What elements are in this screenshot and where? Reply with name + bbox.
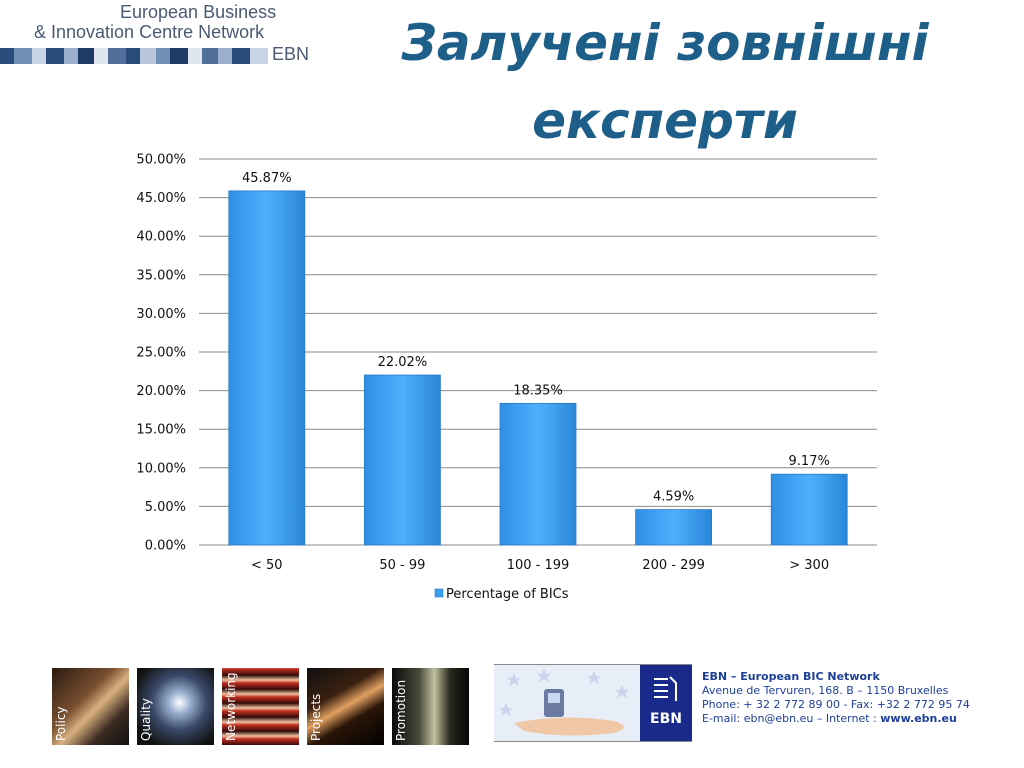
bar [499, 402, 577, 546]
banner-graphic [494, 665, 692, 741]
bar-chart: 0.00% 5.00% 10.00% 15.00% 20.00% 25.00% 30.00%… [136, 153, 877, 602]
ebn-banner: EBN [494, 664, 692, 742]
x-tick-label: 200 - 299 [642, 558, 705, 573]
y-tick-label: 35.00% [136, 268, 186, 283]
tile-projects: Projects [307, 668, 384, 745]
bar [770, 473, 848, 546]
tile-networking: Networking [222, 668, 299, 745]
tile-label: Networking [224, 672, 238, 741]
y-tick-label: 40.00% [136, 230, 186, 245]
ebn-logo: European Business & Innovation Centre Ne… [0, 0, 310, 70]
y-tick-label: 45.00% [136, 191, 186, 206]
bar [635, 509, 712, 546]
footer: Policy Quality Networking Projects Promo… [0, 660, 1024, 760]
bar [363, 374, 441, 546]
y-tick-label: 30.00% [136, 307, 186, 322]
data-label: 45.87% [242, 171, 292, 186]
data-label: 22.02% [378, 355, 428, 370]
legend-swatch [434, 588, 444, 598]
banner-logo-text: EBN [650, 711, 682, 727]
y-tick-label: 0.00% [145, 539, 186, 554]
x-tick-label: < 50 [251, 558, 283, 573]
tile-label: Promotion [394, 679, 408, 741]
tile-policy: Policy [52, 668, 129, 745]
data-label: 18.35% [513, 383, 563, 398]
contact-block: EBN – European BIC Network Avenue de Ter… [702, 670, 970, 726]
website-link[interactable]: www.ebn.eu [880, 712, 957, 725]
x-tick-label: > 300 [789, 558, 829, 573]
contact-address: Avenue de Tervuren, 168. B – 1150 Bruxel… [702, 684, 949, 697]
contact-name: EBN – European BIC Network [702, 670, 880, 683]
logo-abbrev: EBN [272, 44, 310, 64]
tile-promotion: Promotion [392, 668, 469, 745]
page-title: Залучені зовнішні експерти [330, 4, 1000, 160]
legend-label: Percentage of BICs [446, 587, 569, 602]
logo-line2: & Innovation Centre Network [34, 22, 265, 42]
x-tick-label: 50 - 99 [379, 558, 425, 573]
y-tick-label: 15.00% [136, 423, 186, 438]
logo-color-strip [0, 48, 268, 64]
tile-quality: Quality [137, 668, 214, 745]
contact-email: E-mail: ebn@ebn.eu – Internet : [702, 712, 881, 725]
y-tick-label: 25.00% [136, 346, 186, 361]
y-tick-label: 20.00% [136, 384, 186, 399]
tile-label: Policy [54, 706, 68, 741]
logo-line1: European Business [120, 2, 277, 22]
data-label: 9.17% [789, 454, 830, 469]
tile-label: Projects [309, 693, 323, 741]
title-line2: експерти [532, 92, 798, 150]
bar [228, 190, 306, 546]
y-tick-label: 50.00% [136, 153, 186, 168]
y-tick-label: 5.00% [145, 500, 186, 515]
data-label: 4.59% [653, 490, 694, 505]
tile-label: Quality [139, 698, 153, 741]
title-line1: Залучені зовнішні [401, 14, 929, 72]
y-tick-label: 10.00% [136, 461, 186, 476]
contact-phone: Phone: + 32 2 772 89 00 - Fax: +32 2 772… [702, 698, 970, 711]
x-tick-label: 100 - 199 [507, 558, 570, 573]
